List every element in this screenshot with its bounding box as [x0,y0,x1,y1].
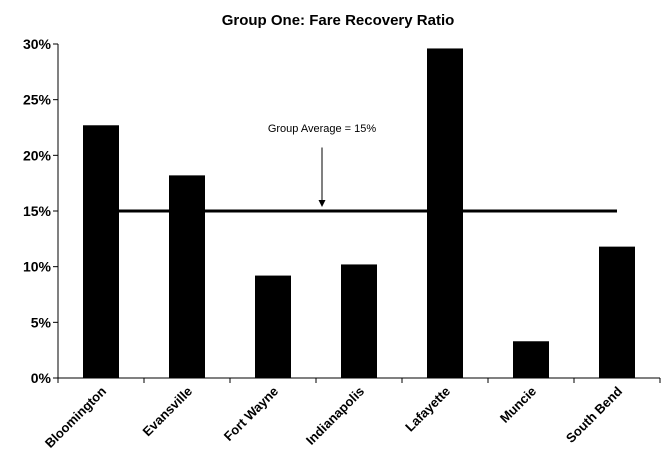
chart-title: Group One: Fare Recovery Ratio [222,12,455,29]
y-tick-label: 30% [23,36,52,52]
y-tick-label: 25% [23,92,52,108]
y-tick-label: 5% [31,314,52,330]
y-tick-label: 20% [23,147,52,163]
bar-evansville [169,175,205,378]
y-tick-label: 10% [23,259,52,275]
bar-lafayette [427,48,463,378]
x-tick-label: Indianapolis [303,384,367,448]
x-tick-label: Bloomington [42,383,109,450]
plot-area: 0% 5% 10% 15% 20% 25% 30% Bloomington Evansville… [23,36,661,451]
bar-south-bend [599,246,635,378]
x-tick-label: Fort Wayne [221,384,281,444]
group-average-annotation: Group Average = 15% [268,123,377,135]
x-tick-label: Muncie [497,384,539,426]
annotation-arrow-head [318,200,326,207]
x-tick-label: Evansville [140,384,196,440]
bar-muncie [513,341,549,378]
x-tick-label: Lafayette [402,384,453,435]
y-tick-label: 15% [23,203,52,219]
y-tick-label: 0% [31,370,52,386]
bar-indianapolis [341,264,377,378]
bar-fort-wayne [255,275,291,378]
bar-bloomington [83,125,119,378]
x-tick-label: South Bend [563,383,625,445]
